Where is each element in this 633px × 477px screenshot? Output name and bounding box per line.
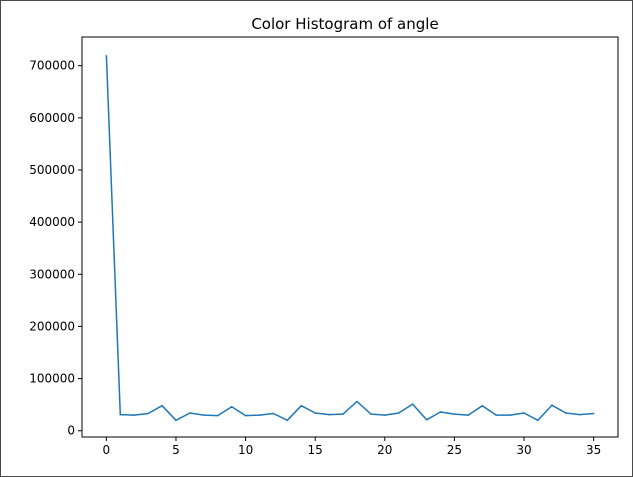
- x-tick-label: 20: [377, 443, 392, 457]
- x-tick-label: 35: [586, 443, 601, 457]
- data-point: [328, 413, 330, 416]
- y-tick-label: 100000: [29, 372, 75, 386]
- data-point: [119, 413, 122, 416]
- data-point: [133, 414, 136, 416]
- data-point: [551, 404, 553, 406]
- data-point: [342, 413, 344, 415]
- y-axis: 0 100000 200000 300000 400000 500000 600000 700…: [29, 59, 82, 438]
- plot-area: [81, 36, 619, 438]
- x-tick-label: 5: [172, 443, 180, 457]
- data-point: [286, 419, 289, 422]
- data-point: [203, 414, 205, 416]
- x-tick-label: 10: [238, 443, 253, 457]
- series-layer: [105, 54, 595, 422]
- y-tick-label: 200000: [29, 319, 75, 333]
- data-point: [523, 412, 525, 414]
- x-tick-label: 15: [308, 443, 323, 457]
- y-tick-label: 700000: [29, 59, 75, 73]
- chart-title: Color Histogram of angle: [251, 15, 438, 33]
- x-tick-label: 0: [103, 443, 111, 457]
- y-tick-label: 500000: [29, 163, 75, 177]
- x-tick-label: 25: [447, 443, 462, 457]
- series-line: [105, 55, 594, 422]
- x-axis: 0 5 10 15 20 25 30 35: [103, 437, 601, 457]
- data-point: [189, 412, 191, 414]
- data-point: [244, 414, 247, 417]
- data-point: [258, 414, 261, 416]
- data-point: [397, 412, 400, 414]
- data-point: [314, 412, 316, 414]
- data-point: [564, 412, 567, 414]
- data-point: [300, 404, 303, 407]
- data-point: [161, 404, 163, 407]
- data-point: [175, 419, 177, 422]
- data-point: [453, 413, 456, 415]
- data-point: [105, 54, 108, 57]
- data-point: [509, 414, 511, 416]
- data-point: [147, 412, 149, 415]
- data-point: [481, 404, 484, 407]
- data-point: [467, 414, 470, 416]
- data-point: [495, 414, 497, 416]
- data-point: [425, 418, 428, 421]
- data-point: [370, 413, 372, 415]
- x-tick-label: 30: [516, 443, 531, 457]
- y-tick-label: 400000: [29, 215, 75, 229]
- y-tick-label: 0: [67, 424, 75, 438]
- data-point: [230, 405, 233, 408]
- data-point: [439, 411, 442, 413]
- data-point: [272, 412, 275, 415]
- y-tick-label: 600000: [29, 111, 75, 125]
- data-point: [592, 412, 595, 415]
- y-tick-label: 300000: [29, 267, 75, 281]
- data-point: [216, 414, 219, 417]
- data-point: [384, 414, 386, 416]
- data-point: [411, 403, 414, 405]
- data-point: [356, 400, 358, 403]
- data-point: [578, 413, 581, 416]
- data-point: [537, 419, 539, 422]
